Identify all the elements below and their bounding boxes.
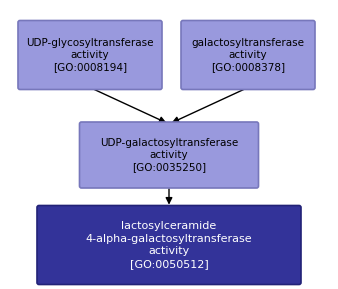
Text: UDP-glycosyltransferase
activity
[GO:0008194]: UDP-glycosyltransferase activity [GO:000… — [26, 38, 154, 73]
FancyBboxPatch shape — [37, 205, 301, 284]
FancyBboxPatch shape — [18, 21, 162, 90]
Text: UDP-galactosyltransferase
activity
[GO:0035250]: UDP-galactosyltransferase activity [GO:0… — [100, 138, 238, 173]
Text: lactosylceramide
4-alpha-galactosyltransferase
activity
[GO:0050512]: lactosylceramide 4-alpha-galactosyltrans… — [86, 221, 252, 268]
FancyBboxPatch shape — [181, 21, 315, 90]
FancyBboxPatch shape — [79, 122, 259, 188]
Text: galactosyltransferase
activity
[GO:0008378]: galactosyltransferase activity [GO:00083… — [192, 38, 305, 73]
